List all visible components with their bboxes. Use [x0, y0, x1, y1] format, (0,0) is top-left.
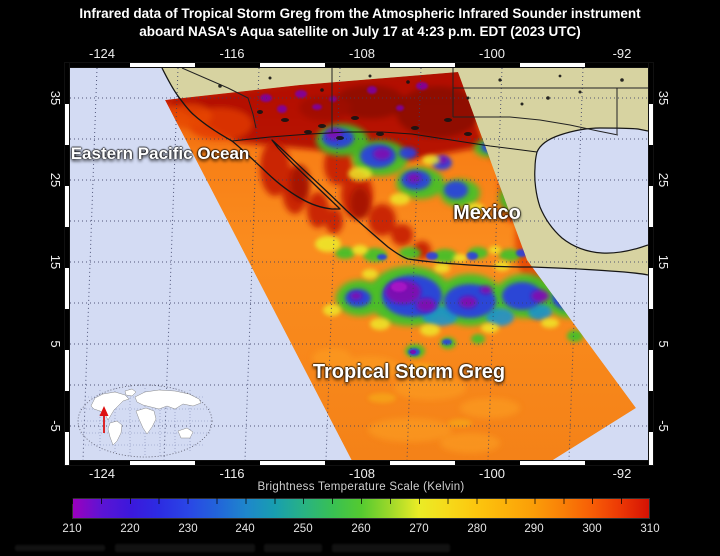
y-tick-right: 25 — [656, 172, 671, 188]
label-mexico: Mexico — [453, 202, 521, 224]
y-tick-right: 5 — [656, 340, 671, 348]
colorbar-tick: 300 — [582, 523, 602, 535]
us-mexico-border — [231, 131, 538, 153]
x-tick-top: -108 — [348, 46, 376, 61]
faint-footer-text — [332, 544, 450, 552]
figure-title-line1: Infrared data of Tropical Storm Greg fro… — [79, 6, 641, 21]
y-tick-right: -5 — [656, 420, 671, 432]
x-tick-bottom: -100 — [478, 466, 506, 481]
map-speckles — [218, 74, 624, 140]
x-tick-top: -92 — [612, 46, 632, 61]
x-tick-top: -100 — [478, 46, 506, 61]
graticule — [70, 68, 648, 460]
label-eastern-pacific-ocean: Eastern Pacific Ocean — [70, 144, 250, 163]
inset-africa — [135, 407, 157, 435]
storm-location-arrow-icon — [99, 406, 109, 433]
inset-eurasia — [134, 389, 202, 410]
infrared-swath — [165, 72, 636, 460]
y-tick-right: 35 — [656, 90, 671, 106]
gulf-coastline — [534, 127, 648, 254]
colorbar-tick: 220 — [120, 523, 140, 535]
x-tick-bottom: -92 — [612, 466, 632, 481]
colorbar-tick: 210 — [62, 523, 82, 535]
colorbar-tick-marks — [72, 498, 650, 504]
x-tick-bottom: -108 — [348, 466, 376, 481]
y-tick-left: -5 — [48, 420, 63, 432]
pacific-coastline — [161, 68, 648, 276]
map-frame-right — [648, 62, 654, 466]
y-tick-left: 35 — [48, 90, 63, 106]
colorbar-tick: 280 — [467, 523, 487, 535]
colorbar-tick: 260 — [351, 523, 371, 535]
satellite-swath-map — [70, 68, 648, 460]
y-tick-left: 15 — [48, 254, 63, 270]
y-tick-left: 5 — [48, 340, 63, 348]
colorbar-tick: 270 — [409, 523, 429, 535]
faint-footer-text — [115, 544, 255, 552]
faint-footer-text — [15, 545, 105, 551]
inset-greenland — [124, 388, 137, 397]
x-tick-bottom: -124 — [88, 466, 116, 481]
y-tick-left: 25 — [48, 172, 63, 188]
world-inset-map — [77, 384, 213, 458]
y-tick-right: 15 — [656, 254, 671, 270]
label-tropical-storm-greg: Tropical Storm Greg — [312, 361, 506, 383]
map-frame-bottom — [64, 460, 654, 466]
map-frame-left — [64, 62, 70, 466]
faint-footer-text — [264, 544, 322, 552]
x-tick-top: -124 — [88, 46, 116, 61]
figure-title-line2: aboard NASA's Aqua satellite on July 17 … — [139, 24, 581, 39]
inset-south-america — [107, 420, 123, 446]
us-state-borders — [181, 68, 648, 136]
colorbar-tick: 250 — [293, 523, 313, 535]
gulf-of-mexico — [534, 128, 648, 254]
x-tick-top: -116 — [219, 46, 245, 61]
x-tick-bottom: -116 — [219, 466, 245, 481]
colorbar-tick: 310 — [640, 523, 660, 535]
inset-australia — [177, 427, 194, 439]
colorbar-tick: 230 — [178, 523, 198, 535]
colorbar-title: Brightness Temperature Scale (Kelvin) — [257, 481, 465, 493]
colorbar-tick: 290 — [524, 523, 544, 535]
colorbar-tick: 240 — [235, 523, 255, 535]
